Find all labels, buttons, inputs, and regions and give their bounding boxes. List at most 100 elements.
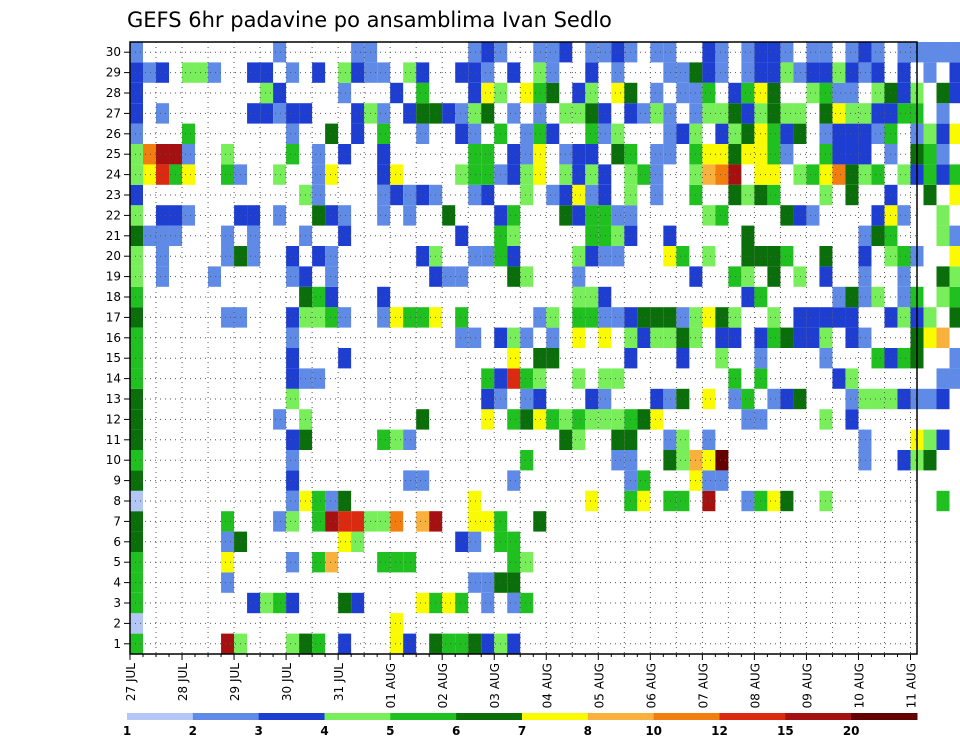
- precip-cell: [546, 307, 560, 328]
- precip-cell: [585, 103, 599, 124]
- precip-cell: [156, 103, 170, 124]
- precip-cell: [546, 42, 560, 63]
- precip-cell: [637, 490, 651, 512]
- precip-cell: [156, 62, 170, 83]
- precip-cell: [702, 82, 716, 104]
- precip-cell: [858, 62, 872, 83]
- precip-cell: [130, 470, 144, 491]
- precip-cell: [533, 62, 547, 83]
- precip-cell: [780, 42, 794, 63]
- precip-cell: [455, 327, 469, 348]
- precip-cell: [325, 286, 339, 308]
- precip-cell: [286, 266, 300, 287]
- colorbar-label: 3: [254, 724, 262, 738]
- precip-cell: [845, 409, 859, 430]
- precip-cell: [221, 307, 235, 328]
- precip-cell: [741, 490, 755, 512]
- precip-cell: [286, 552, 300, 573]
- precip-cell: [390, 164, 404, 185]
- precip-cell: [936, 266, 950, 287]
- precip-cell: [507, 266, 521, 287]
- colorbar-swatch: [456, 713, 523, 720]
- precip-cell: [338, 307, 352, 328]
- gridlines: [130, 42, 917, 654]
- precip-cell: [247, 592, 261, 614]
- y-tick-label: 21: [106, 229, 121, 243]
- precip-cell: [195, 62, 209, 83]
- precip-cell: [481, 572, 495, 593]
- x-tick-label: 09 AUG: [800, 663, 814, 708]
- precip-cell: [611, 205, 625, 226]
- precip-cell: [338, 225, 352, 246]
- precip-cell: [507, 164, 521, 185]
- precip-cell: [390, 511, 404, 532]
- precip-cell: [507, 368, 521, 389]
- precip-cell: [741, 184, 755, 206]
- precip-cell: [598, 409, 612, 430]
- precip-cell: [572, 205, 586, 226]
- precip-cell: [871, 42, 885, 63]
- y-tick-label: 18: [106, 290, 121, 304]
- precip-cell: [858, 144, 872, 165]
- colorbar-label: 4: [320, 724, 328, 738]
- precip-cell: [273, 82, 287, 104]
- precip-cell: [546, 82, 560, 104]
- precip-cell: [533, 42, 547, 63]
- precip-cell: [390, 633, 404, 654]
- precip-cell: [936, 225, 950, 246]
- precip-cell: [312, 205, 326, 226]
- precip-cell: [832, 103, 846, 124]
- precip-cell: [533, 123, 547, 144]
- precip-cell: [572, 409, 586, 430]
- precip-cell: [403, 470, 417, 491]
- precip-cell: [481, 409, 495, 430]
- x-tick-label: 28 JUL: [176, 663, 190, 701]
- precip-cell: [845, 144, 859, 165]
- precip-cell: [702, 450, 716, 471]
- precip-cell: [598, 184, 612, 206]
- precip-cell: [806, 307, 820, 328]
- precip-cell: [923, 62, 937, 83]
- precip-cell: [767, 123, 781, 144]
- precip-cell: [546, 123, 560, 144]
- precip-cell: [468, 531, 482, 552]
- precip-cell: [130, 409, 144, 430]
- precip-cell: [767, 82, 781, 104]
- precip-cell: [507, 470, 521, 491]
- precip-cell: [286, 592, 300, 614]
- x-tick-label: 29 JUL: [228, 663, 242, 701]
- precip-cell: [585, 62, 599, 83]
- precip-cell: [663, 450, 677, 471]
- precip-cell: [481, 62, 495, 83]
- precip-cell: [312, 490, 326, 512]
- precip-cell: [598, 368, 612, 389]
- precip-cell: [455, 592, 469, 614]
- precip-cell: [273, 164, 287, 185]
- precip-cell: [273, 42, 287, 63]
- colorbar-swatch: [127, 713, 194, 720]
- precip-cell: [221, 572, 235, 593]
- precip-cell: [507, 592, 521, 614]
- precip-cell: [871, 388, 885, 410]
- precip-cell: [546, 348, 560, 369]
- y-tick-label: 4: [113, 576, 121, 590]
- precip-cell: [676, 429, 690, 450]
- precip-cell: [247, 246, 261, 267]
- precip-cell: [572, 307, 586, 328]
- precip-cell: [858, 388, 872, 410]
- precip-cell: [715, 42, 729, 63]
- precip-cell: [923, 388, 937, 410]
- precip-cell: [260, 592, 274, 614]
- precip-cell: [871, 123, 885, 144]
- precip-cell: [845, 327, 859, 348]
- precip-cell: [780, 388, 794, 410]
- precip-cell: [936, 123, 950, 144]
- precip-cell: [767, 164, 781, 185]
- precip-cell: [650, 184, 664, 206]
- precip-cell: [403, 552, 417, 573]
- precip-cell: [390, 429, 404, 450]
- colorbar-label: 8: [584, 724, 592, 738]
- colorbar-swatch: [653, 713, 720, 720]
- precip-cell: [598, 103, 612, 124]
- precip-cell: [936, 205, 950, 226]
